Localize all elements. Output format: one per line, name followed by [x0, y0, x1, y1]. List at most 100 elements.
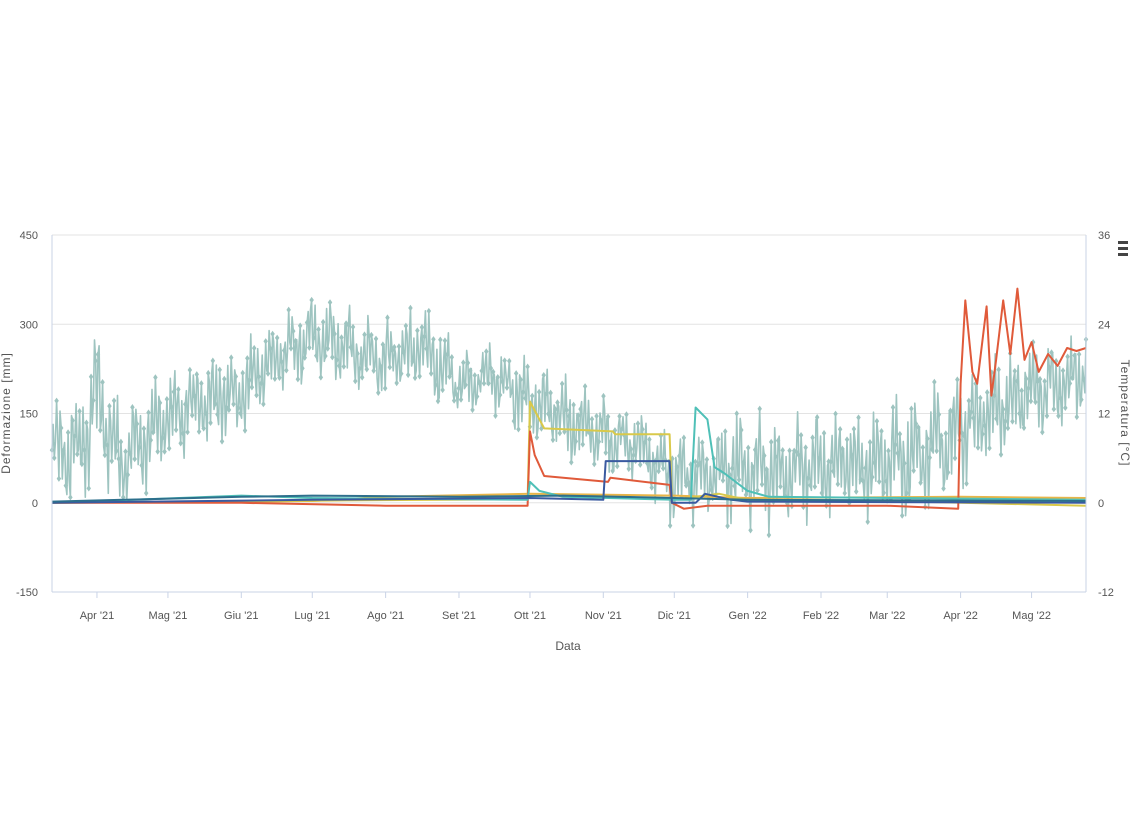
temperature-point	[428, 370, 434, 377]
temperature-point	[325, 345, 330, 352]
temperature-point	[516, 426, 521, 433]
temperature-point	[1074, 413, 1080, 421]
temperature-point	[288, 345, 294, 352]
temperature-point	[817, 455, 822, 462]
temperature-point	[716, 436, 721, 443]
temperature-point	[263, 338, 268, 345]
temperature-point	[833, 410, 838, 417]
temperature-point	[284, 367, 289, 374]
temperature-point	[176, 386, 181, 393]
temperature-point	[867, 439, 873, 446]
temperature-point	[736, 476, 742, 483]
temperature-point	[766, 531, 772, 539]
temperature-point	[743, 491, 749, 499]
temperature-point	[104, 441, 110, 449]
temperature-point	[991, 392, 997, 399]
temperature-point	[831, 467, 836, 475]
temperature-point	[637, 461, 643, 468]
temperature-point	[865, 518, 870, 526]
temperature-point	[194, 371, 199, 378]
temperature-point	[828, 458, 834, 466]
temperature-point	[348, 344, 353, 351]
temperature-point	[741, 459, 746, 466]
temperature-point	[93, 357, 98, 365]
temperature-point	[720, 477, 726, 484]
temperature-point	[405, 371, 411, 379]
temperature-point	[323, 352, 328, 360]
temperature-point	[463, 381, 468, 389]
temperature-point	[490, 368, 496, 376]
temperature-point	[497, 391, 503, 399]
temperature-point	[945, 469, 951, 476]
temperature-point	[842, 489, 847, 497]
temperature-point	[893, 441, 898, 448]
y-axis-right-title: Temperatura [°C]	[1118, 360, 1132, 467]
temperature-point	[808, 482, 813, 489]
temperature-point	[54, 397, 59, 404]
temperature-point	[238, 410, 243, 417]
temperature-point	[686, 479, 691, 486]
temperature-point	[226, 406, 232, 414]
temperature-point	[734, 410, 739, 417]
temperature-point	[180, 430, 186, 437]
temperature-point	[488, 364, 494, 372]
temperature-point	[382, 385, 388, 392]
temperature-point	[134, 420, 140, 428]
temperature-point	[617, 413, 622, 420]
temperature-point	[79, 460, 85, 468]
temperature-point	[107, 402, 112, 410]
temperature-point	[130, 404, 135, 411]
temperature-point	[173, 426, 179, 434]
temperature-point	[454, 391, 459, 398]
temperature-point	[582, 383, 588, 390]
temperature-point	[137, 444, 142, 451]
x-tick-label: Giu '21	[224, 610, 259, 622]
x-tick-label: Feb '22	[803, 610, 839, 622]
temperature-point	[978, 394, 983, 402]
temperature-point	[798, 431, 804, 439]
temperature-point	[523, 395, 528, 402]
temperature-point	[256, 373, 262, 380]
temperature-point	[403, 322, 409, 330]
temperature-point	[690, 522, 696, 529]
temperature-point	[955, 376, 960, 383]
y-right-tick-label: 24	[1098, 319, 1110, 331]
temperature-point	[507, 357, 512, 365]
temperature-point	[578, 405, 583, 413]
temperature-point	[84, 419, 89, 426]
x-tick-label: Set '21	[442, 610, 476, 622]
temperature-point	[704, 456, 710, 463]
temperature-point	[1033, 398, 1038, 406]
hamburger-menu-icon[interactable]	[1118, 241, 1128, 256]
temperature-point	[307, 344, 312, 351]
temperature-point	[412, 374, 418, 382]
temperature-point	[392, 343, 397, 351]
temperature-point	[465, 359, 471, 367]
temperature-point	[493, 412, 498, 419]
temperature-point	[1042, 377, 1047, 385]
temperature-point	[208, 419, 213, 427]
temperature-point	[881, 489, 887, 497]
temperature-point	[123, 448, 128, 455]
temperature-point	[148, 436, 154, 444]
temperature-point	[677, 452, 682, 460]
temperature-point	[566, 412, 572, 420]
temperature-point	[964, 480, 969, 487]
temperature-point	[77, 407, 82, 415]
temperature-point	[605, 413, 611, 420]
y-axis-left-title: Deformazione [mm]	[0, 352, 13, 474]
temperature-point	[870, 473, 875, 481]
temperature-point	[757, 405, 762, 412]
temperature-point	[1056, 412, 1061, 420]
temperature-point	[320, 318, 326, 326]
temperature-point	[192, 392, 197, 400]
temperature-point	[311, 334, 317, 342]
temperature-point	[486, 380, 491, 387]
temperature-point	[302, 354, 307, 361]
temperature-point	[240, 369, 245, 377]
y-left-tick-label: 450	[20, 230, 38, 242]
temperature-point	[998, 451, 1004, 458]
temperature-point	[472, 372, 478, 379]
x-axis-title: Data	[555, 639, 581, 653]
